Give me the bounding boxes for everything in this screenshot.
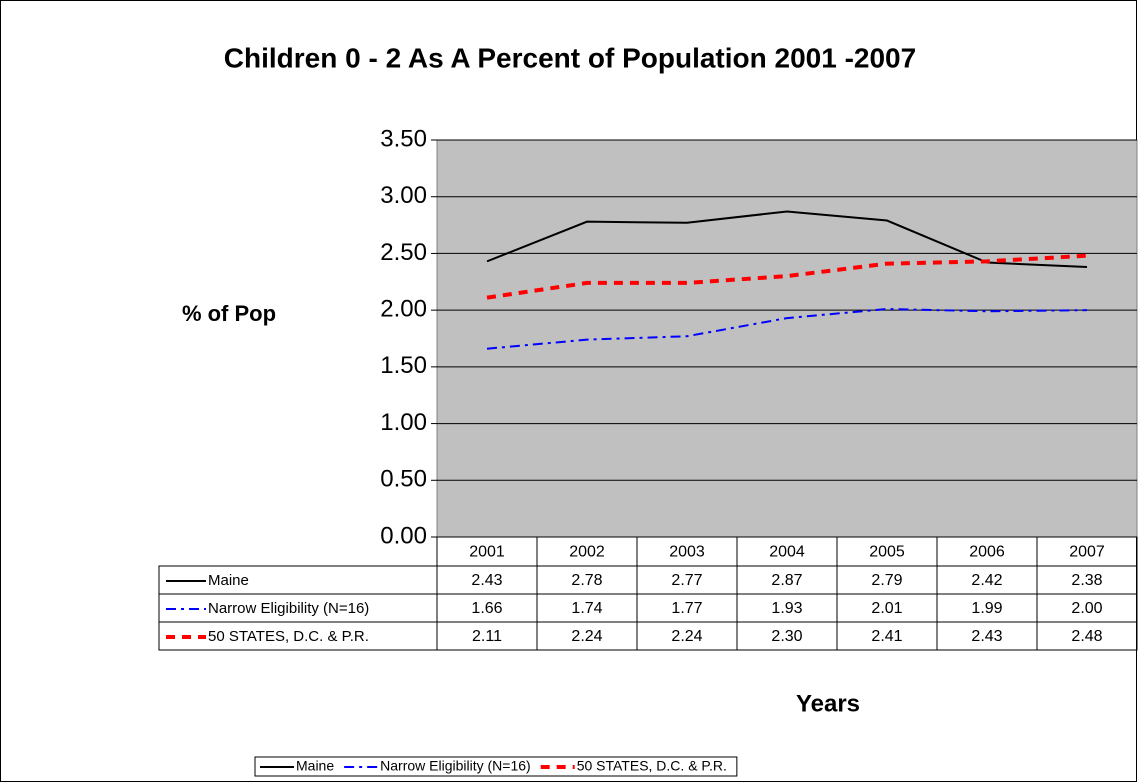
- table-value: 2.24: [571, 628, 602, 645]
- legend-label: Maine: [296, 758, 334, 774]
- table-value: 2.11: [472, 628, 502, 645]
- y-tick-label: 3.50: [380, 125, 427, 152]
- y-tick-label: 1.00: [380, 409, 427, 436]
- table-value: 2.38: [1071, 572, 1102, 589]
- x-axis-label: Years: [796, 690, 860, 717]
- x-tick-label: 2002: [569, 544, 605, 561]
- table-value: 1.74: [571, 600, 602, 617]
- y-tick-label: 3.00: [380, 182, 427, 209]
- series-line: [486, 253, 1088, 300]
- table-value: 1.93: [771, 600, 802, 617]
- y-tick-label: 0.50: [380, 466, 427, 493]
- y-axis-label: % of Pop: [182, 301, 276, 326]
- series-line: [486, 308, 1088, 350]
- table-value: 2.87: [771, 572, 802, 589]
- table-value: 2.78: [571, 572, 602, 589]
- table-value: 1.99: [971, 600, 1002, 617]
- y-tick-label: 2.50: [380, 239, 427, 266]
- table-value: 2.41: [871, 628, 902, 645]
- table-value: 2.01: [871, 600, 902, 617]
- table-value: 1.77: [671, 600, 702, 617]
- x-tick-label: 2006: [969, 544, 1005, 561]
- x-tick-label: 2001: [469, 544, 505, 561]
- table-row-label: 50 STATES, D.C. & P.R.: [208, 628, 369, 645]
- legend-label: 50 STATES, D.C. & P.R.: [577, 758, 727, 774]
- table-value: 2.00: [1071, 600, 1102, 617]
- x-tick-label: 2003: [669, 544, 705, 561]
- legend: [254, 756, 738, 777]
- legend-label: Narrow Eligibility (N=16): [380, 758, 531, 774]
- plot-area: [436, 139, 1138, 538]
- table-row-label: Maine: [208, 572, 249, 589]
- table-value: 2.43: [471, 572, 502, 589]
- table-row-border: [158, 621, 1138, 651]
- table-value: 2.77: [671, 572, 702, 589]
- chart-title: Children 0 - 2 As A Percent of Populatio…: [224, 42, 916, 73]
- table-value: 2.24: [671, 628, 702, 645]
- y-tick-label: 2.00: [380, 295, 427, 322]
- x-tick-label: 2007: [1069, 544, 1105, 561]
- table-value: 2.48: [1071, 628, 1102, 645]
- table-value: 2.30: [771, 628, 802, 645]
- y-tick-label: 0.00: [380, 522, 427, 549]
- table-row-label: Narrow Eligibility (N=16): [208, 600, 369, 617]
- y-tick-label: 1.50: [380, 352, 427, 379]
- x-tick-label: 2004: [769, 544, 805, 561]
- table-value: 2.43: [971, 628, 1002, 645]
- table-value: 2.79: [871, 572, 902, 589]
- x-tick-label: 2005: [869, 544, 905, 561]
- table-value: 1.66: [471, 600, 502, 617]
- table-value: 2.42: [971, 572, 1002, 589]
